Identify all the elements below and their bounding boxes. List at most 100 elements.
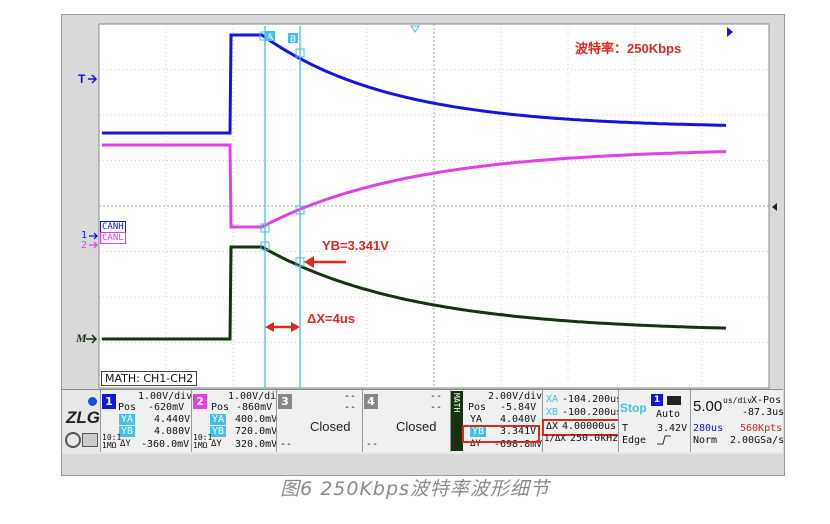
ch1-coupling: 1MΩ bbox=[102, 441, 117, 450]
ch2-marker-arrow-icon bbox=[89, 241, 98, 249]
ch2-yb: 720.0mV bbox=[235, 426, 278, 437]
xpos-value: -87.3us bbox=[742, 407, 785, 418]
ch1-scale: 1.00V/div bbox=[138, 391, 193, 402]
logo-badge-icon bbox=[88, 397, 97, 406]
run-state[interactable]: Stop bbox=[620, 401, 647, 415]
math-yb-highlight bbox=[462, 425, 540, 443]
canl-label: CANL bbox=[100, 232, 126, 244]
marker-b-canl bbox=[295, 205, 305, 215]
search-zoom-icon[interactable] bbox=[65, 432, 81, 448]
ch1-probe: 10:1 bbox=[102, 433, 122, 442]
ch3-mid: -- bbox=[344, 402, 357, 413]
yb-arrowhead bbox=[304, 256, 314, 268]
cursor-b-letter: B bbox=[290, 35, 296, 45]
screen-capture-icon[interactable] bbox=[82, 433, 98, 447]
cursor-xa: -104.200us bbox=[562, 394, 623, 405]
trigger-menu-icon[interactable] bbox=[667, 396, 681, 405]
ch2-scale: 1.00V/div bbox=[228, 391, 283, 402]
ch2-ya: 400.0mV bbox=[235, 414, 278, 425]
cursor-dx-label: ΔX bbox=[546, 421, 559, 432]
ch2-dy-label: ΔY bbox=[211, 439, 222, 449]
ch4-mid: -- bbox=[430, 402, 443, 413]
timebase-panel[interactable] bbox=[690, 390, 783, 452]
cursor-inv: 250.0kHz bbox=[570, 433, 619, 444]
trigger-type: Edge bbox=[622, 435, 647, 446]
math-pos: -5.84V bbox=[500, 402, 537, 413]
math-tab bbox=[451, 391, 463, 451]
math-trace bbox=[102, 245, 727, 341]
xpos-label: X-Pos bbox=[751, 395, 782, 406]
dx-annotation: ΔX=4us bbox=[307, 311, 356, 326]
math-ya-label: YA bbox=[470, 414, 483, 425]
marker-a-canh bbox=[259, 31, 269, 41]
math-dy: -698.8mV bbox=[494, 439, 543, 450]
cursor-inv-label: 1/ΔX bbox=[544, 434, 566, 444]
ch2-marker: 2 bbox=[81, 240, 88, 251]
memory-depth: 560Kpts bbox=[740, 423, 783, 434]
ch2-coupling: 1MΩ bbox=[193, 441, 208, 450]
trigger-source: 1 bbox=[651, 394, 663, 406]
cursor-a-tag[interactable] bbox=[265, 31, 275, 41]
ch1-ya: 4.440V bbox=[154, 414, 191, 425]
canh-trace bbox=[102, 33, 727, 135]
ch2-pos-label: Pos bbox=[211, 402, 230, 413]
ch1-ya-label: YA bbox=[119, 414, 136, 425]
marker-a-math bbox=[260, 241, 270, 251]
math-yb-label: YB bbox=[470, 426, 487, 437]
canl-trace bbox=[102, 143, 727, 229]
timebase-scale: 5.00 bbox=[693, 398, 723, 415]
cursor-a-letter: A bbox=[267, 33, 274, 43]
ch2-number: 2 bbox=[193, 394, 207, 409]
ch4-number: 4 bbox=[364, 394, 378, 409]
yb-annotation: YB=3.341V bbox=[322, 238, 389, 253]
math-scale: 2.00V/div bbox=[488, 391, 543, 402]
trigger-level-marker[interactable] bbox=[727, 27, 733, 37]
ch1-number: 1 bbox=[102, 394, 116, 409]
ch2-dy: 320.0mV bbox=[235, 439, 278, 450]
cursor-xb-label: XB bbox=[546, 407, 559, 418]
ch1-pos: -620mV bbox=[148, 402, 185, 413]
trigger-position-marker[interactable] bbox=[410, 25, 420, 33]
ch1-dy: -360.0mV bbox=[141, 439, 190, 450]
acquire-mode: Norm bbox=[693, 435, 718, 446]
marker-a-canl bbox=[260, 223, 270, 233]
trigger-marker-arrow-icon bbox=[88, 74, 98, 84]
cursor-xb: -100.200us bbox=[562, 407, 623, 418]
ch2-ya-label: YA bbox=[210, 414, 227, 425]
timebase-unit: us/div bbox=[723, 397, 752, 405]
zlg-logo: ZLG bbox=[66, 408, 100, 427]
window-length: 280us bbox=[693, 423, 724, 434]
math-label: MATH: CH1-CH2 bbox=[101, 371, 198, 386]
ch4-bot: -- bbox=[366, 439, 379, 450]
ch4-top: -- bbox=[430, 391, 443, 402]
math-tab-label: MATH bbox=[452, 393, 461, 413]
ch1-pos-label: Pos bbox=[118, 402, 137, 413]
ch3-number: 3 bbox=[278, 394, 292, 409]
ch1-yb-label: YB bbox=[119, 426, 136, 437]
math-yb: 3.341V bbox=[500, 426, 537, 437]
ch3-state: Closed bbox=[310, 419, 351, 434]
ch2-pos: -860mV bbox=[236, 402, 273, 413]
ch2-probe: 10:1 bbox=[193, 433, 213, 442]
sample-rate: 2.00GSa/s bbox=[730, 435, 785, 446]
cursor-dx: 4.00000us bbox=[562, 421, 617, 432]
cursor-xa-label: XA bbox=[546, 394, 559, 405]
ch1-marker-arrow-icon bbox=[89, 232, 98, 240]
collapse-arrow-icon[interactable] bbox=[772, 203, 777, 211]
trigger-mode: Auto bbox=[656, 409, 681, 420]
trigger-level: 3.42V bbox=[657, 423, 688, 434]
cursor-b-tag[interactable] bbox=[288, 33, 298, 43]
ch3-bot: -- bbox=[280, 439, 293, 450]
trigger-marker: T bbox=[78, 72, 86, 86]
baud-rate-annotation: 波特率：250Kbps bbox=[575, 41, 682, 56]
cursor-panel[interactable] bbox=[542, 390, 619, 452]
rising-edge-icon bbox=[657, 435, 671, 445]
ch1-marker: 1 bbox=[81, 230, 88, 241]
ch4-state: Closed bbox=[396, 419, 437, 434]
ch3-top: -- bbox=[344, 391, 357, 402]
math-marker: M bbox=[76, 331, 87, 345]
math-dy-label: ΔY bbox=[470, 439, 481, 449]
ch2-yb-label: YB bbox=[210, 426, 227, 437]
math-ya: 4.040V bbox=[500, 414, 537, 425]
